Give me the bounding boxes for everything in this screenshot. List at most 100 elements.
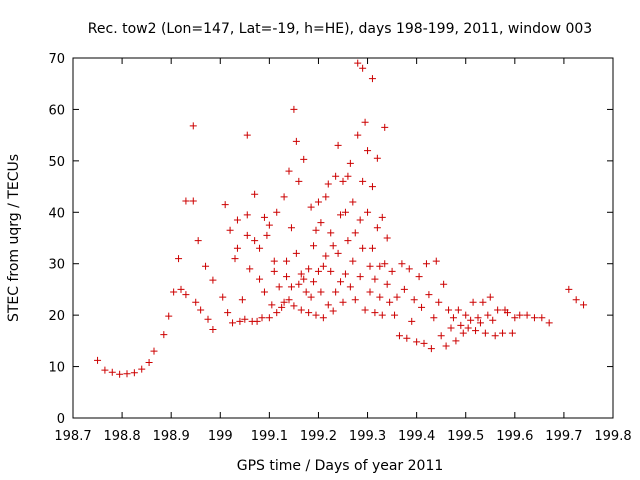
- data-point: [361, 306, 369, 314]
- data-point: [410, 296, 418, 304]
- data-point: [344, 237, 352, 245]
- data-point: [300, 155, 308, 163]
- data-point: [459, 329, 467, 337]
- data-point: [334, 141, 342, 149]
- data-point: [449, 314, 457, 322]
- y-tick-label: 50: [48, 155, 65, 170]
- data-point: [329, 242, 337, 250]
- data-point: [462, 311, 470, 319]
- data-point: [476, 319, 484, 327]
- data-point: [324, 301, 332, 309]
- data-point: [415, 273, 423, 281]
- data-point: [241, 315, 249, 323]
- data-point: [391, 311, 399, 319]
- data-point: [275, 283, 283, 291]
- y-axis-title: STEC from uqrg / TECUs: [6, 154, 22, 322]
- data-point: [354, 131, 362, 139]
- data-point: [354, 59, 362, 67]
- data-point: [479, 298, 487, 306]
- data-point: [236, 317, 244, 325]
- data-point: [346, 283, 354, 291]
- data-point: [202, 262, 210, 270]
- data-point: [317, 219, 325, 227]
- data-point: [123, 370, 131, 378]
- data-point: [447, 324, 455, 332]
- data-point: [339, 177, 347, 185]
- data-point: [231, 255, 239, 263]
- data-point: [327, 229, 335, 237]
- data-point: [189, 122, 197, 130]
- data-point: [270, 267, 278, 275]
- data-point: [226, 226, 234, 234]
- data-point: [486, 293, 494, 301]
- data-point: [432, 257, 440, 265]
- data-point: [383, 280, 391, 288]
- x-tick-label: 198.8: [103, 429, 140, 444]
- data-point: [337, 278, 345, 286]
- data-point: [538, 314, 546, 322]
- data-point: [346, 159, 354, 167]
- data-point: [160, 331, 168, 339]
- x-tick-label: 199.5: [447, 429, 484, 444]
- x-axis-title: GPS time / Days of year 2011: [237, 458, 444, 474]
- data-point: [425, 291, 433, 299]
- x-tick-label: 199.8: [594, 429, 631, 444]
- data-point: [307, 203, 315, 211]
- data-point: [170, 288, 178, 296]
- data-point: [108, 368, 116, 376]
- chart-title: Rec. tow2 (Lon=147, Lat=-19, h=HE), days…: [88, 21, 592, 37]
- data-point: [295, 280, 303, 288]
- data-point: [351, 229, 359, 237]
- data-point: [400, 285, 408, 293]
- data-point: [373, 224, 381, 232]
- data-point: [314, 267, 322, 275]
- data-point: [209, 276, 217, 284]
- plot-frame: [72, 57, 614, 419]
- data-point: [233, 216, 241, 224]
- data-point: [177, 285, 185, 293]
- data-point: [332, 172, 340, 180]
- x-tick-label: 198.9: [153, 429, 190, 444]
- x-tick-label: 199.3: [349, 429, 386, 444]
- data-point: [378, 213, 386, 221]
- data-point: [427, 345, 435, 353]
- data-point: [368, 75, 376, 83]
- data-point: [292, 249, 300, 257]
- data-point: [481, 329, 489, 337]
- data-point: [503, 309, 511, 317]
- data-point: [422, 260, 430, 268]
- data-point: [219, 293, 227, 301]
- data-point: [285, 296, 293, 304]
- data-point: [312, 226, 320, 234]
- data-point: [376, 293, 384, 301]
- data-point: [317, 288, 325, 296]
- y-tick-label: 60: [48, 103, 65, 118]
- data-point: [359, 177, 367, 185]
- data-point: [101, 366, 109, 374]
- data-point: [329, 307, 337, 315]
- data-point: [260, 288, 268, 296]
- data-point: [283, 273, 291, 281]
- data-point: [356, 273, 364, 281]
- data-point: [376, 262, 384, 270]
- data-point: [243, 231, 251, 239]
- data-point: [383, 234, 391, 242]
- data-point: [260, 213, 268, 221]
- data-point: [224, 309, 232, 317]
- data-point: [344, 172, 352, 180]
- data-point: [258, 314, 266, 322]
- data-point: [442, 342, 450, 350]
- data-point: [341, 270, 349, 278]
- data-point: [295, 177, 303, 185]
- data-point: [283, 257, 291, 265]
- data-point: [403, 334, 411, 342]
- data-point: [280, 193, 288, 201]
- data-point: [398, 260, 406, 268]
- data-point: [368, 244, 376, 252]
- data-point: [388, 267, 396, 275]
- data-point: [204, 315, 212, 323]
- data-point: [302, 288, 310, 296]
- data-point: [508, 329, 516, 337]
- data-point: [221, 201, 229, 209]
